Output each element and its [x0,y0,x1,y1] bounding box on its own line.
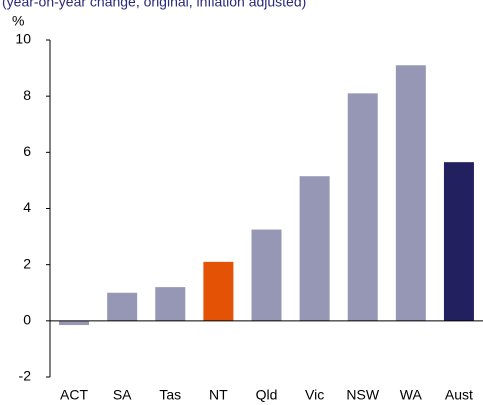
bar [251,229,282,321]
x-tick-label: SA [113,387,132,403]
x-tick-label: NSW [346,387,379,403]
x-tick-label: Vic [305,387,324,403]
y-axis-label: % [12,13,24,29]
y-tick-label: 6 [23,143,31,159]
bar [203,261,234,321]
x-tick-label: Tas [159,387,181,403]
chart-subtitle: (year-on-year change, original, inflatio… [2,0,306,10]
bar [107,292,138,321]
y-tick-label: 2 [23,255,31,271]
x-tick-label: NT [209,387,228,403]
y-tick-label: 10 [15,31,31,47]
bar [347,93,378,321]
bar [299,176,330,321]
x-tick-label: WA [400,387,423,403]
y-tick-label: 0 [23,312,31,328]
x-tick-label: Aust [445,387,473,403]
bar [155,287,186,321]
bar [443,162,474,321]
y-tick-label: -2 [19,368,32,384]
x-tick-label: ACT [60,387,88,403]
x-tick-label: Qld [256,387,278,403]
y-tick-label: 8 [23,87,31,103]
y-tick-label: 4 [23,199,31,215]
bar [59,320,90,326]
bar [395,65,426,321]
